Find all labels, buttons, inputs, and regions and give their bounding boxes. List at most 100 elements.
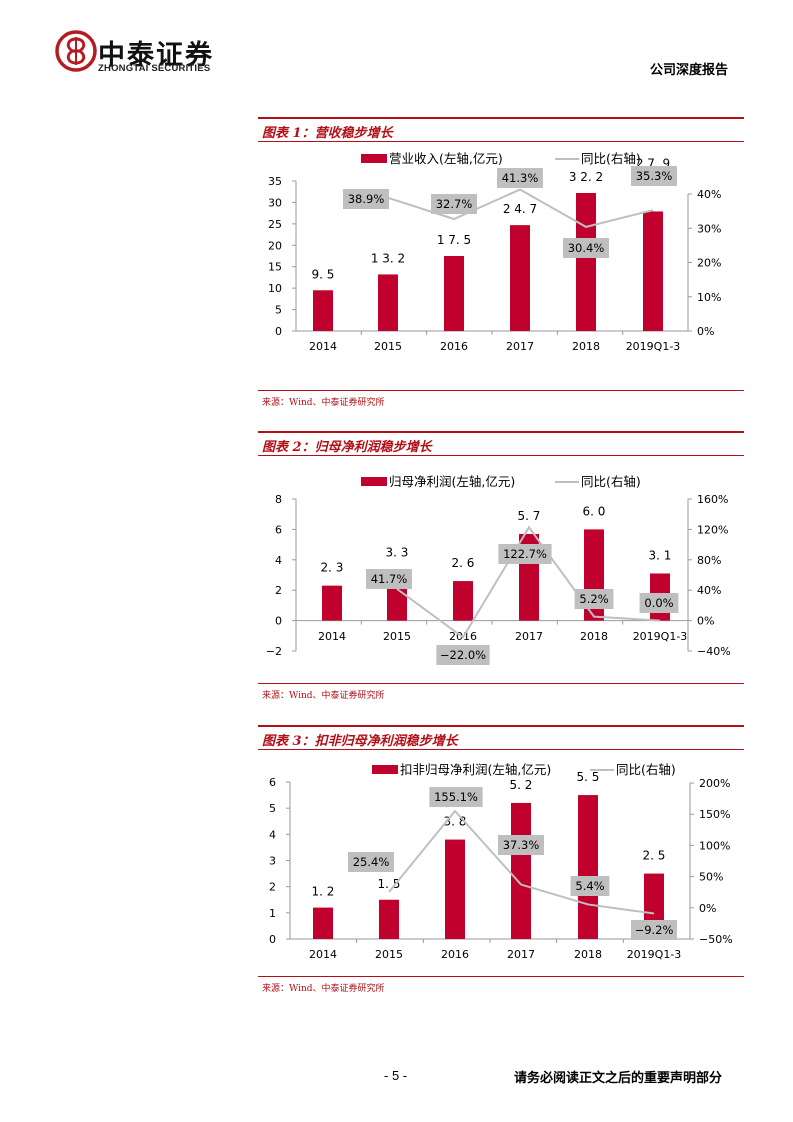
- right-axis-tick-label: 50%: [699, 871, 723, 884]
- left-axis-tick-label: 25: [268, 218, 282, 231]
- figure-2-title: 图表 2：归母净利润稳步增长: [262, 440, 432, 455]
- yoy-label-box: [631, 166, 677, 186]
- left-axis-tick-label: 1: [269, 907, 276, 920]
- bar-value-label: 1 3. 2: [371, 251, 405, 265]
- right-axis-tick-label: 20%: [697, 257, 721, 270]
- bar-value-label: 2. 6: [452, 556, 475, 570]
- bar: [576, 193, 596, 331]
- left-axis: 0 1 2 3 4 5 6: [269, 776, 291, 946]
- bar-value-label: 5. 2: [510, 778, 533, 792]
- figure-3-source-line: 来源：Wind、中泰证券研究所: [258, 976, 744, 994]
- bar-value-label: 1 7. 5: [437, 233, 471, 247]
- x-axis-category-label: 2015: [375, 948, 403, 961]
- figure-2-title-bar: 图表 2：归母净利润稳步增长: [258, 431, 744, 456]
- yoy-label-box: [631, 920, 677, 940]
- figure-3-title-bar: 图表 3：扣非归母净利润稳步增长: [258, 725, 744, 750]
- bar-value-label: 6. 0: [583, 504, 606, 518]
- legend-bar-swatch-icon: [361, 477, 387, 486]
- legend-bar-label: 归母净利润(左轴,亿元): [389, 474, 515, 489]
- yoy-label: 38.9%: [348, 192, 385, 206]
- yoy-label-box: [574, 589, 614, 609]
- right-axis-tick-label: 160%: [697, 493, 728, 506]
- bar: [510, 225, 530, 331]
- x-axis-category-label: 2017: [507, 948, 535, 961]
- right-axis: −40% 0% 40% 80% 120% 160%: [687, 493, 731, 658]
- left-axis-tick-label: 6: [275, 523, 282, 536]
- yoy-label-box: [429, 787, 483, 807]
- left-axis-tick-label: 10: [268, 282, 282, 295]
- yoy-label-box: [366, 569, 412, 589]
- left-axis-tick-label: 5: [275, 304, 282, 317]
- yoy-label-box: [498, 835, 544, 855]
- right-axis-tick-label: −50%: [699, 933, 733, 946]
- x-axis-category-label: 2017: [515, 630, 543, 643]
- right-axis-tick-label: 0%: [697, 325, 714, 338]
- bar: [378, 274, 398, 331]
- logo-text-cn: 中泰证券: [98, 40, 214, 71]
- bar: [453, 581, 473, 621]
- x-axis-category-label: 2019Q1-3: [626, 340, 681, 353]
- right-axis-tick-label: 10%: [697, 291, 721, 304]
- line-labels: 41.7% −22.0% 122.7% 5.2% 0.0%: [366, 544, 679, 665]
- right-axis-tick-label: −40%: [697, 645, 731, 658]
- left-axis-tick-label: 8: [275, 493, 282, 506]
- right-axis-tick-label: 100%: [699, 839, 730, 852]
- bar-value-label: 1. 2: [312, 885, 335, 899]
- line-labels: 38.9% 32.7% 41.3% 30.4% 35.3%: [343, 166, 677, 258]
- x-axis-category-label: 2018: [572, 340, 600, 353]
- legend-line-label: 同比(右轴): [581, 474, 641, 489]
- x-axis-category-label: 2018: [574, 948, 602, 961]
- bar-value-label: 1. 5: [378, 877, 401, 891]
- right-axis: −50% 0% 50% 100% 150% 200%: [689, 777, 733, 946]
- left-axis-tick-label: 30: [268, 196, 282, 209]
- yoy-line: [396, 525, 661, 639]
- left-axis: 0 5 10 15 20 25 30 35: [268, 175, 297, 338]
- yoy-label-box: [639, 593, 679, 613]
- bar: [511, 802, 531, 939]
- left-axis-tick-label: 3: [269, 855, 276, 868]
- yoy-line: [388, 809, 655, 915]
- x-axis-category-label: 2019Q1-3: [627, 948, 682, 961]
- figure-3-source: 来源：Wind、中泰证券研究所: [262, 984, 385, 994]
- bar: [444, 256, 464, 331]
- footer-disclaimer: 请务必阅读正文之后的重要声明部分: [514, 1071, 723, 1086]
- right-axis-tick-label: 0%: [697, 615, 714, 628]
- bar-value-label: 3. 3: [386, 545, 409, 559]
- left-axis-tick-label: 20: [268, 239, 282, 252]
- left-axis: −2 0 2 4 6 8: [266, 493, 297, 658]
- right-axis-tick-label: 120%: [697, 523, 728, 536]
- yoy-label: 37.3%: [503, 838, 540, 852]
- x-axis-category-label: 2015: [374, 340, 402, 353]
- left-axis-tick-label: 15: [268, 261, 282, 274]
- yoy-label: 5.2%: [579, 592, 608, 606]
- yoy-label-box: [431, 194, 477, 214]
- bar-series: 9. 51 3. 21 7. 52 4. 73 2. 22 7. 9: [312, 156, 670, 331]
- x-axis-category-label: 2016: [441, 948, 469, 961]
- bar: [643, 211, 663, 331]
- page-number: - 5 -: [384, 1068, 408, 1083]
- legend-bar-label: 扣非归母净利润(左轴,亿元): [400, 762, 551, 777]
- yoy-label: −22.0%: [440, 648, 486, 662]
- right-axis-tick-label: 80%: [697, 554, 721, 567]
- x-axis-category-label: 2016: [440, 340, 468, 353]
- yoy-label: 32.7%: [436, 197, 473, 211]
- left-axis-tick-label: 35: [268, 175, 282, 188]
- left-axis-tick-label: 5: [269, 802, 276, 815]
- left-axis-tick-label: 4: [275, 554, 282, 567]
- yoy-label-box: [497, 168, 543, 188]
- legend-bar-label: 营业收入(左轴,亿元): [389, 151, 503, 166]
- right-axis-tick-label: 40%: [697, 188, 721, 201]
- x-axis-category-label: 2014: [318, 630, 346, 643]
- yoy-label: 35.3%: [636, 169, 673, 183]
- figure-2-source: 来源：Wind、中泰证券研究所: [262, 691, 385, 701]
- left-axis-tick-label: −2: [266, 645, 282, 658]
- yoy-label-box: [563, 238, 609, 258]
- chart-legend: 营业收入(左轴,亿元) 同比(右轴): [361, 151, 641, 166]
- bar-value-label: 5. 7: [518, 509, 541, 523]
- chart-legend: 扣非归母净利润(左轴,亿元) 同比(右轴): [372, 762, 676, 777]
- bar: [313, 290, 333, 331]
- x-axis-category-label: 2014: [309, 948, 337, 961]
- right-axis: 0% 10% 20% 30% 40%: [687, 188, 721, 338]
